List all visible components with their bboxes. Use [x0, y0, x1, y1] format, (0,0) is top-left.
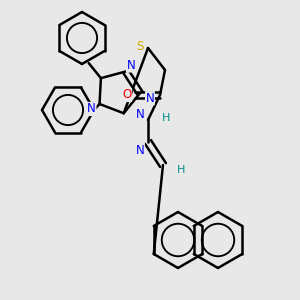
Text: N: N [87, 103, 96, 116]
Text: N: N [136, 143, 144, 157]
Text: H: H [162, 113, 170, 123]
Text: N: N [146, 92, 154, 105]
Text: N: N [127, 59, 135, 72]
Text: H: H [177, 165, 185, 175]
Text: O: O [122, 88, 132, 101]
Text: N: N [136, 107, 144, 121]
Text: S: S [136, 40, 144, 52]
